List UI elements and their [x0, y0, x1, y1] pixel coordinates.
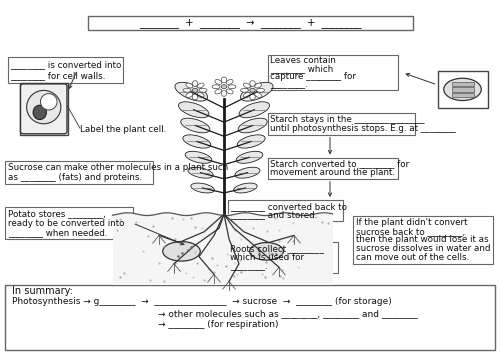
Ellipse shape	[186, 93, 193, 97]
Text: → ________ (for respiration): → ________ (for respiration)	[158, 320, 278, 330]
FancyBboxPatch shape	[452, 87, 473, 91]
Ellipse shape	[228, 85, 236, 89]
FancyBboxPatch shape	[452, 93, 473, 97]
FancyBboxPatch shape	[268, 158, 398, 179]
Ellipse shape	[244, 83, 250, 88]
Ellipse shape	[221, 77, 227, 83]
Ellipse shape	[244, 93, 250, 97]
Text: ________ when needed.: ________ when needed.	[8, 228, 108, 237]
Text: then the plant would lose it as: then the plant would lose it as	[356, 235, 488, 244]
Ellipse shape	[183, 135, 211, 148]
FancyBboxPatch shape	[20, 84, 67, 134]
Ellipse shape	[192, 88, 198, 92]
Ellipse shape	[221, 85, 227, 89]
Ellipse shape	[240, 82, 273, 101]
Text: ________ for cell walls.: ________ for cell walls.	[10, 71, 106, 80]
Ellipse shape	[185, 151, 212, 163]
FancyBboxPatch shape	[88, 16, 412, 30]
Text: sucrose back to ________,: sucrose back to ________,	[356, 227, 465, 236]
Ellipse shape	[254, 93, 262, 97]
Text: ________ which: ________ which	[270, 64, 334, 73]
Ellipse shape	[178, 102, 209, 118]
Text: Label the plant cell.: Label the plant cell.	[80, 125, 166, 134]
Ellipse shape	[186, 83, 193, 88]
Text: Sucrose can make other molecules in a plant such: Sucrose can make other molecules in a pl…	[8, 164, 228, 172]
Ellipse shape	[40, 93, 57, 110]
FancyBboxPatch shape	[228, 200, 342, 221]
Text: Leaves contain: Leaves contain	[270, 56, 336, 65]
Ellipse shape	[444, 78, 481, 101]
Text: If the plant didn't convert: If the plant didn't convert	[356, 218, 467, 227]
Text: ________  +  ________  →  ________  +  ________: ________ + ________ → ________ + _______…	[138, 18, 362, 28]
Ellipse shape	[199, 88, 207, 92]
Ellipse shape	[250, 94, 256, 100]
Ellipse shape	[254, 83, 262, 88]
FancyBboxPatch shape	[20, 83, 68, 135]
Ellipse shape	[250, 88, 256, 92]
Ellipse shape	[180, 118, 210, 133]
Text: which is used for: which is used for	[230, 253, 304, 262]
Ellipse shape	[226, 89, 233, 94]
Ellipse shape	[235, 167, 260, 178]
Ellipse shape	[197, 93, 204, 97]
FancyBboxPatch shape	[112, 214, 332, 285]
Ellipse shape	[192, 94, 198, 100]
Ellipse shape	[238, 118, 268, 133]
Ellipse shape	[192, 81, 198, 86]
Ellipse shape	[256, 88, 264, 92]
Text: Starch stays in the ________________: Starch stays in the ________________	[270, 115, 425, 124]
Ellipse shape	[239, 102, 270, 118]
Ellipse shape	[234, 183, 257, 193]
Ellipse shape	[197, 83, 204, 88]
Text: ________ and stored.: ________ and stored.	[230, 210, 318, 219]
Ellipse shape	[221, 91, 227, 96]
Ellipse shape	[183, 88, 191, 92]
Ellipse shape	[191, 183, 214, 193]
Text: ready to be converted into: ready to be converted into	[8, 218, 124, 228]
Ellipse shape	[212, 85, 220, 89]
Text: Photosynthesis → g________  →  ________________  → sucrose  →  ________ (for sto: Photosynthesis → g________ → ___________…	[12, 297, 392, 306]
Ellipse shape	[215, 89, 222, 94]
Text: sucrose dissolves in water and: sucrose dissolves in water and	[356, 244, 490, 253]
Text: capture ________ for: capture ________ for	[270, 72, 356, 81]
Ellipse shape	[188, 167, 213, 178]
Text: movement around the plant.: movement around the plant.	[270, 168, 396, 177]
Text: ________.: ________.	[230, 262, 268, 271]
Text: Roots collect ________: Roots collect ________	[230, 244, 324, 253]
Text: ________.: ________.	[270, 80, 308, 89]
Ellipse shape	[215, 80, 222, 84]
Ellipse shape	[226, 80, 233, 84]
FancyBboxPatch shape	[352, 216, 492, 264]
FancyBboxPatch shape	[268, 55, 398, 90]
Ellipse shape	[33, 105, 46, 120]
FancyBboxPatch shape	[5, 207, 132, 239]
Ellipse shape	[250, 242, 284, 260]
FancyBboxPatch shape	[5, 285, 495, 350]
Text: Potato stores ________,: Potato stores ________,	[8, 209, 106, 218]
Ellipse shape	[163, 241, 200, 261]
Text: Starch converted to ________ for: Starch converted to ________ for	[270, 159, 410, 169]
FancyBboxPatch shape	[8, 57, 122, 83]
FancyBboxPatch shape	[438, 71, 488, 108]
Ellipse shape	[236, 151, 263, 163]
Text: In summary:: In summary:	[12, 286, 74, 296]
Text: can move out of the cells.: can move out of the cells.	[356, 253, 469, 262]
FancyBboxPatch shape	[268, 113, 415, 135]
Ellipse shape	[250, 81, 256, 86]
Text: ________ is converted into: ________ is converted into	[10, 60, 122, 69]
Text: → other molecules such as ________, ________ and ________: → other molecules such as ________, ____…	[158, 309, 418, 318]
FancyBboxPatch shape	[452, 81, 473, 86]
Ellipse shape	[240, 88, 248, 92]
Ellipse shape	[175, 82, 208, 101]
FancyBboxPatch shape	[228, 242, 338, 273]
Ellipse shape	[237, 135, 265, 148]
Text: until photosynthesis stops. E.g. at ________: until photosynthesis stops. E.g. at ____…	[270, 124, 456, 133]
Text: as ________ (fats) and proteins.: as ________ (fats) and proteins.	[8, 173, 142, 182]
Text: ________ converted back to: ________ converted back to	[230, 202, 348, 211]
FancyBboxPatch shape	[5, 161, 152, 184]
Ellipse shape	[26, 90, 61, 124]
